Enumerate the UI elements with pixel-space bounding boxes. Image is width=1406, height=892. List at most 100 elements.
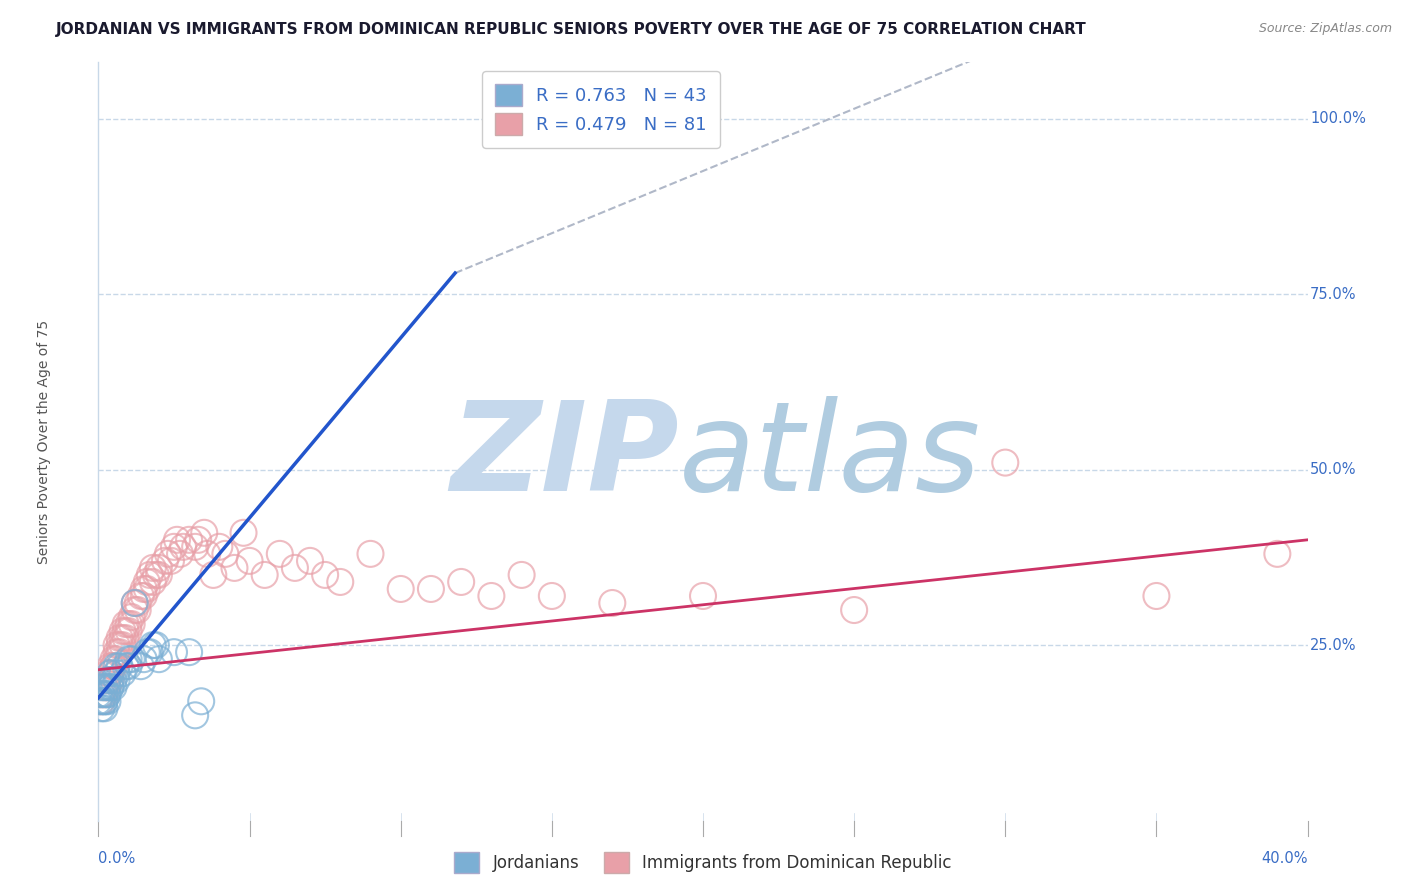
Point xyxy=(132,652,155,666)
Point xyxy=(1267,547,1289,561)
Point xyxy=(135,582,157,596)
Text: ZIP: ZIP xyxy=(450,396,679,517)
Point xyxy=(142,638,165,652)
Point xyxy=(96,687,118,701)
Point xyxy=(93,687,115,701)
Point xyxy=(96,694,118,708)
Point xyxy=(114,624,136,639)
Point xyxy=(93,694,115,708)
Point xyxy=(108,645,131,659)
Point xyxy=(844,603,866,617)
Point xyxy=(329,574,352,589)
Point xyxy=(100,680,122,694)
Point xyxy=(184,708,207,723)
Point xyxy=(108,631,131,645)
Point xyxy=(105,645,128,659)
Point xyxy=(105,652,128,666)
Point xyxy=(202,568,225,582)
Legend: Jordanians, Immigrants from Dominican Republic: Jordanians, Immigrants from Dominican Re… xyxy=(447,846,959,880)
Point xyxy=(93,694,115,708)
Point xyxy=(103,680,125,694)
Point xyxy=(93,680,115,694)
Point xyxy=(124,596,146,610)
Point xyxy=(90,694,112,708)
Point xyxy=(108,659,131,673)
Point xyxy=(121,610,143,624)
Point xyxy=(160,554,183,568)
Point xyxy=(184,540,207,554)
Legend: R = 0.763   N = 43, R = 0.479   N = 81: R = 0.763 N = 43, R = 0.479 N = 81 xyxy=(482,71,720,148)
Point xyxy=(111,666,134,681)
Point xyxy=(139,568,162,582)
Point xyxy=(145,568,167,582)
Point xyxy=(103,659,125,673)
Point xyxy=(96,687,118,701)
Point xyxy=(121,617,143,632)
Point xyxy=(692,589,714,603)
Point xyxy=(139,645,162,659)
Point xyxy=(90,687,112,701)
Point xyxy=(195,547,218,561)
Point xyxy=(108,638,131,652)
Point xyxy=(121,652,143,666)
Point xyxy=(103,673,125,688)
Point xyxy=(118,617,141,632)
Point xyxy=(232,525,254,540)
Point xyxy=(127,596,149,610)
Point xyxy=(103,659,125,673)
Point xyxy=(90,687,112,701)
Point xyxy=(166,533,188,547)
Text: Seniors Poverty Over the Age of 75: Seniors Poverty Over the Age of 75 xyxy=(37,319,51,564)
Point xyxy=(96,673,118,688)
Point xyxy=(114,631,136,645)
Point xyxy=(172,540,194,554)
Point xyxy=(118,659,141,673)
Text: 40.0%: 40.0% xyxy=(1261,851,1308,866)
Point xyxy=(163,540,186,554)
Point xyxy=(129,659,152,673)
Point xyxy=(179,533,201,547)
Point xyxy=(314,568,336,582)
Point xyxy=(100,666,122,681)
Point xyxy=(169,547,191,561)
Point xyxy=(481,589,503,603)
Text: 100.0%: 100.0% xyxy=(1310,112,1365,126)
Point xyxy=(124,596,146,610)
Point xyxy=(90,701,112,715)
Point xyxy=(156,547,179,561)
Text: atlas: atlas xyxy=(679,396,981,517)
Point xyxy=(96,680,118,694)
Point xyxy=(135,645,157,659)
Point xyxy=(145,638,167,652)
Point xyxy=(179,645,201,659)
Point xyxy=(111,631,134,645)
Point xyxy=(105,638,128,652)
Point xyxy=(142,561,165,575)
Point xyxy=(510,568,533,582)
Point xyxy=(132,582,155,596)
Point xyxy=(284,561,307,575)
Point xyxy=(96,673,118,688)
Point xyxy=(111,624,134,639)
Point xyxy=(253,568,276,582)
Point xyxy=(224,561,246,575)
Point xyxy=(111,638,134,652)
Point xyxy=(148,652,170,666)
Point xyxy=(100,666,122,681)
Point xyxy=(118,652,141,666)
Point xyxy=(540,589,562,603)
Text: 0.0%: 0.0% xyxy=(98,851,135,866)
Point xyxy=(127,603,149,617)
Point xyxy=(105,673,128,688)
Point xyxy=(153,554,176,568)
Point xyxy=(420,582,443,596)
Point xyxy=(214,547,236,561)
Point xyxy=(187,533,209,547)
Point xyxy=(96,680,118,694)
Point xyxy=(148,561,170,575)
Point xyxy=(135,574,157,589)
Point xyxy=(208,540,231,554)
Point xyxy=(1144,589,1167,603)
Point xyxy=(602,596,624,610)
Point xyxy=(129,589,152,603)
